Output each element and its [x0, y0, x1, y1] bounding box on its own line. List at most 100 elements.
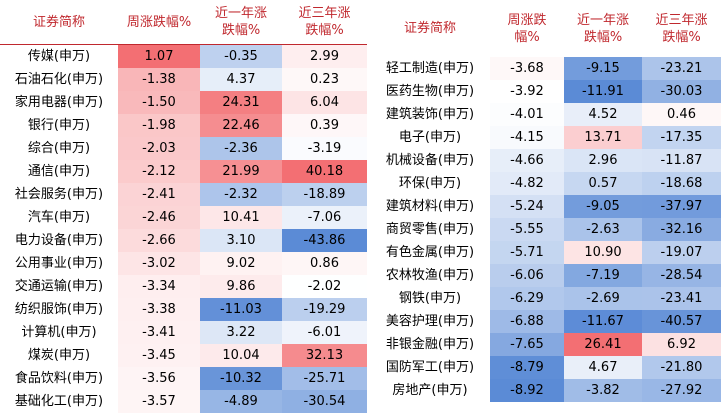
one-year-change-cell: 3.22	[200, 321, 282, 344]
table-row: 农林牧渔(申万) -6.06 -7.19 -28.54	[370, 264, 721, 287]
sector-name-cell: 公用事业(申万)	[14, 256, 104, 271]
one-year-change-cell: -4.89	[200, 390, 282, 413]
right-heatmap-table: 证券简称 周涨跌 幅% 近一年涨 跌幅% 近三年涨 跌幅% 轻工制造(申万) -3…	[370, 0, 721, 402]
sector-name-cell: 传媒(申万)	[27, 49, 91, 64]
three-year-change-cell: -18.89	[282, 183, 367, 206]
table-row: 纺织服饰(申万) -3.38 -11.03 -19.29	[0, 298, 367, 321]
week-change-cell: -1.38	[118, 68, 200, 91]
week-change-cell: -7.65	[490, 333, 564, 356]
one-year-change-cell: -2.63	[564, 218, 642, 241]
sector-name-cell: 计算机(申万)	[21, 325, 97, 340]
week-change-cell: -5.71	[490, 241, 564, 264]
one-year-change-cell: 2.96	[564, 149, 642, 172]
one-year-change-cell: 4.37	[200, 68, 282, 91]
sector-name-cell: 食品饮料(申万)	[14, 371, 104, 386]
header-one-year: 近一年涨 跌幅%	[576, 12, 629, 45]
sector-name-cell: 农林牧渔(申万)	[385, 268, 475, 283]
three-year-change-cell: 0.39	[282, 114, 367, 137]
three-year-change-cell: -25.71	[282, 367, 367, 390]
sector-name-cell: 环保(申万)	[398, 176, 462, 191]
header-three-year: 近三年涨 跌幅%	[655, 12, 708, 45]
table-row: 非银金融(申万) -7.65 26.41 6.92	[370, 333, 721, 356]
header-name: 证券简称	[403, 21, 456, 36]
table-row: 建筑装饰(申万) -4.01 4.52 0.46	[370, 103, 721, 126]
table-row: 银行(申万) -1.98 22.46 0.39	[0, 114, 367, 137]
three-year-change-cell: -32.16	[642, 218, 721, 241]
three-year-change-cell: -30.54	[282, 390, 367, 413]
three-year-change-cell: -28.54	[642, 264, 721, 287]
week-change-cell: -2.66	[118, 229, 200, 252]
one-year-change-cell: -11.67	[564, 310, 642, 333]
week-change-cell: -3.92	[490, 80, 564, 103]
three-year-change-cell: 0.86	[282, 252, 367, 275]
week-change-cell: -3.34	[118, 275, 200, 298]
sector-name-cell: 电子(申万)	[398, 130, 462, 145]
right-table-body: 轻工制造(申万) -3.68 -9.15 -23.21 医药生物(申万) -3.92 -11…	[370, 57, 721, 402]
sector-name-cell: 钢铁(申万)	[398, 291, 462, 306]
week-change-cell: -2.46	[118, 206, 200, 229]
one-year-change-cell: -2.36	[200, 137, 282, 160]
three-year-change-cell: -2.02	[282, 275, 367, 298]
one-year-change-cell: -11.03	[200, 298, 282, 321]
sector-name-cell: 综合(申万)	[27, 141, 91, 156]
table-row: 房地产(申万) -8.92 -3.82 -27.92	[370, 379, 721, 402]
week-change-cell: -2.41	[118, 183, 200, 206]
table-row: 有色金属(申万) -5.71 10.90 -19.07	[370, 241, 721, 264]
week-change-cell: -6.29	[490, 287, 564, 310]
three-year-change-cell: -43.86	[282, 229, 367, 252]
week-change-cell: -6.06	[490, 264, 564, 287]
table-row: 商贸零售(申万) -5.55 -2.63 -32.16	[370, 218, 721, 241]
three-year-change-cell: 0.46	[642, 103, 721, 126]
week-change-cell: -3.57	[118, 390, 200, 413]
table-row: 食品饮料(申万) -3.56 -10.32 -25.71	[0, 367, 367, 390]
three-year-change-cell: 6.04	[282, 91, 367, 114]
one-year-change-cell: -9.05	[564, 195, 642, 218]
left-header-row: 证券简称 周涨跌幅% 近一年涨 跌幅% 近三年涨 跌幅%	[0, 0, 367, 45]
week-change-cell: -3.56	[118, 367, 200, 390]
three-year-change-cell: -30.03	[642, 80, 721, 103]
table-row: 传媒(申万) 1.07 -0.35 2.99	[0, 44, 367, 68]
sector-name-cell: 商贸零售(申万)	[385, 222, 475, 237]
table-row: 机械设备(申万) -4.66 2.96 -11.87	[370, 149, 721, 172]
three-year-change-cell: -3.19	[282, 137, 367, 160]
week-change-cell: -2.03	[118, 137, 200, 160]
table-row: 基础化工(申万) -3.57 -4.89 -30.54	[0, 390, 367, 413]
week-change-cell: -5.24	[490, 195, 564, 218]
week-change-cell: -1.98	[118, 114, 200, 137]
one-year-change-cell: 22.46	[200, 114, 282, 137]
three-year-change-cell: -23.21	[642, 57, 721, 80]
table-row: 医药生物(申万) -3.92 -11.91 -30.03	[370, 80, 721, 103]
header-week: 周涨跌 幅%	[507, 12, 547, 45]
one-year-change-cell: -9.15	[564, 57, 642, 80]
three-year-change-cell: -19.07	[642, 241, 721, 264]
table-row: 汽车(申万) -2.46 10.41 -7.06	[0, 206, 367, 229]
sector-name-cell: 煤炭(申万)	[27, 348, 91, 363]
table-row: 计算机(申万) -3.41 3.22 -6.01	[0, 321, 367, 344]
sector-name-cell: 有色金属(申万)	[385, 245, 475, 260]
table-row: 公用事业(申万) -3.02 9.02 0.86	[0, 252, 367, 275]
week-change-cell: -3.02	[118, 252, 200, 275]
sector-name-cell: 通信(申万)	[27, 164, 91, 179]
week-change-cell: -8.79	[490, 356, 564, 379]
left-table-body: 传媒(申万) 1.07 -0.35 2.99 石油石化(申万) -1.38 4.37 0.23…	[0, 44, 367, 413]
one-year-change-cell: 21.99	[200, 160, 282, 183]
three-year-change-cell: -23.41	[642, 287, 721, 310]
three-year-change-cell: 6.92	[642, 333, 721, 356]
week-change-cell: -4.82	[490, 172, 564, 195]
one-year-change-cell: -10.32	[200, 367, 282, 390]
sector-name-cell: 房地产(申万)	[392, 383, 468, 398]
sector-name-cell: 机械设备(申万)	[385, 153, 475, 168]
three-year-change-cell: 0.23	[282, 68, 367, 91]
three-year-change-cell: -27.92	[642, 379, 721, 402]
three-year-change-cell: 32.13	[282, 344, 367, 367]
sector-name-cell: 轻工制造(申万)	[385, 61, 475, 76]
sector-name-cell: 社会服务(申万)	[14, 187, 104, 202]
three-year-change-cell: -37.97	[642, 195, 721, 218]
week-change-cell: -3.41	[118, 321, 200, 344]
week-change-cell: -3.68	[490, 57, 564, 80]
table-row: 社会服务(申万) -2.41 -2.32 -18.89	[0, 183, 367, 206]
sector-name-cell: 电力设备(申万)	[14, 233, 104, 248]
three-year-change-cell: -17.35	[642, 126, 721, 149]
left-heatmap-table: 证券简称 周涨跌幅% 近一年涨 跌幅% 近三年涨 跌幅% 传媒(申万) 1.07-…	[0, 0, 367, 413]
one-year-change-cell: 9.86	[200, 275, 282, 298]
